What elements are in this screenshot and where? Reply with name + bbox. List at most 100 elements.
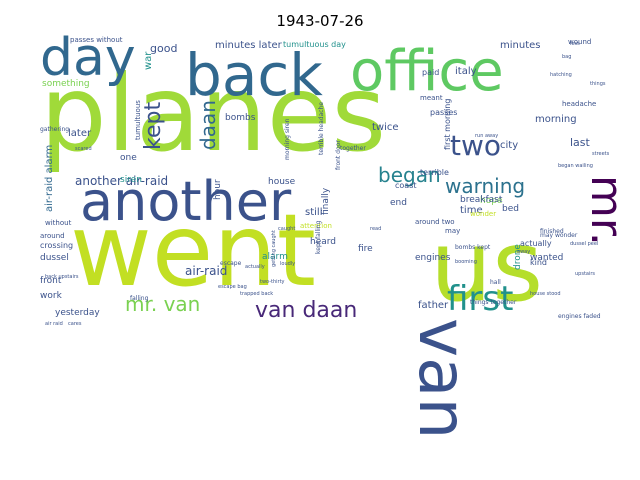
cloud-word: paid: [422, 68, 439, 77]
cloud-word: streets: [592, 151, 610, 157]
cloud-word: engines: [415, 253, 451, 263]
cloud-word: may: [445, 227, 460, 235]
cloud-word: read: [370, 226, 381, 232]
cloud-word: bag: [562, 54, 571, 60]
cloud-word: daan: [196, 100, 220, 150]
cloud-word: air-raid: [185, 264, 227, 278]
cloud-word: good: [150, 42, 177, 55]
cloud-word: booming: [455, 259, 477, 265]
cloud-word: kind: [530, 258, 547, 267]
cloud-word: went: [70, 192, 316, 309]
cloud-word: still: [305, 207, 322, 218]
cloud-word: passes without: [70, 36, 123, 44]
cloud-word: wound: [568, 38, 591, 46]
cloud-word: front: [40, 276, 62, 286]
cloud-word: time: [460, 205, 483, 216]
cloud-word: war: [143, 51, 154, 70]
cloud-word: breakfast: [460, 195, 503, 205]
cloud-word: gathering: [40, 126, 69, 133]
cloud-word: twice: [372, 122, 399, 133]
cloud-word: mr. van: [125, 292, 200, 316]
cloud-word: may wonder: [540, 232, 578, 239]
cloud-word: actually: [245, 264, 265, 270]
cloud-word: passes: [430, 108, 457, 117]
cloud-word: engines faded: [558, 313, 601, 320]
cloud-word: italy: [455, 66, 477, 77]
cloud-word: hall: [490, 279, 501, 286]
cloud-word: something: [42, 79, 90, 89]
cloud-word: falling: [130, 295, 149, 302]
cloud-word: wonder: [470, 210, 496, 218]
cloud-word: things together: [470, 299, 517, 306]
cloud-word: kept falling: [315, 220, 322, 254]
cloud-word: father: [418, 300, 449, 311]
cloud-word: van daan: [255, 298, 357, 323]
cloud-word: terrible: [420, 168, 449, 177]
cloud-word: escape: [220, 260, 242, 267]
cloud-word: front door: [335, 140, 342, 170]
cloud-word: began: [378, 163, 441, 187]
cloud-word: drone: [513, 244, 523, 270]
cloud-word: around two: [415, 218, 455, 226]
cloud-word: around: [40, 232, 65, 240]
cloud-word: air-raid alarm: [44, 145, 55, 212]
cloud-word: tumultuous: [134, 100, 142, 140]
cloud-word: another: [80, 170, 292, 233]
cloud-word: cares: [68, 321, 82, 327]
cloud-word: dussel peel: [570, 241, 598, 247]
cloud-word: two-thirty: [260, 279, 285, 285]
figure-title: 1943-07-26: [276, 12, 364, 30]
cloud-word: headache: [562, 100, 596, 108]
cloud-word: back: [185, 41, 323, 109]
cloud-word: getting caught: [271, 230, 277, 267]
cloud-word: another air-raid: [75, 174, 168, 188]
cloud-word: actually: [520, 239, 552, 248]
cloud-word: crossing: [40, 241, 73, 250]
cloud-word: later: [68, 128, 92, 139]
cloud-word: together: [340, 145, 366, 152]
cloud-word: loudly: [280, 261, 295, 267]
cloud-word: kept: [141, 102, 166, 150]
cloud-word: away: [517, 249, 530, 255]
cloud-word: last: [570, 136, 591, 149]
cloud-word: upstairs: [575, 271, 595, 277]
cloud-word: escape bag: [218, 284, 247, 290]
cloud-word: yesterday: [55, 308, 100, 318]
cloud-word: hatching: [550, 72, 572, 78]
cloud-word: work: [40, 291, 63, 301]
cloud-word: us: [430, 210, 543, 324]
cloud-word: siren: [120, 175, 142, 185]
cloud-word: bombs kept: [455, 244, 491, 251]
cloud-word: dussel: [40, 253, 69, 263]
cloud-word: first: [447, 279, 513, 319]
cloud-word: first morning: [443, 99, 452, 150]
cloud-word: one: [120, 153, 137, 163]
cloud-word: end: [390, 198, 407, 208]
cloud-word: hope: [480, 196, 503, 206]
cloud-word: morning siren: [284, 118, 291, 160]
cloud-word: minutes: [500, 40, 540, 51]
cloud-word: minutes later: [215, 40, 283, 51]
cloud-word: two: [450, 129, 501, 162]
cloud-word: heard: [310, 237, 336, 247]
cloud-word: began wailing: [558, 163, 593, 169]
cloud-word: house stood: [530, 291, 561, 297]
cloud-word: city: [500, 140, 518, 151]
cloud-word: mr.: [581, 175, 632, 246]
cloud-word: van: [404, 318, 481, 439]
cloud-word: run away: [475, 133, 498, 139]
cloud-word: house: [268, 177, 296, 187]
cloud-word: terrible headache: [318, 102, 325, 155]
cloud-word: bombs: [225, 113, 256, 123]
cloud-word: day: [40, 28, 136, 88]
cloud-word: scared: [75, 146, 92, 152]
cloud-word: warning: [445, 174, 525, 198]
cloud-word: meant: [420, 94, 443, 102]
cloud-word: less: [570, 41, 580, 47]
cloud-word: wanted: [530, 253, 563, 263]
cloud-word: finally: [321, 187, 331, 215]
cloud-word: planes: [40, 53, 386, 175]
cloud-word: trapped back: [240, 291, 273, 297]
cloud-word: caught: [278, 226, 295, 232]
